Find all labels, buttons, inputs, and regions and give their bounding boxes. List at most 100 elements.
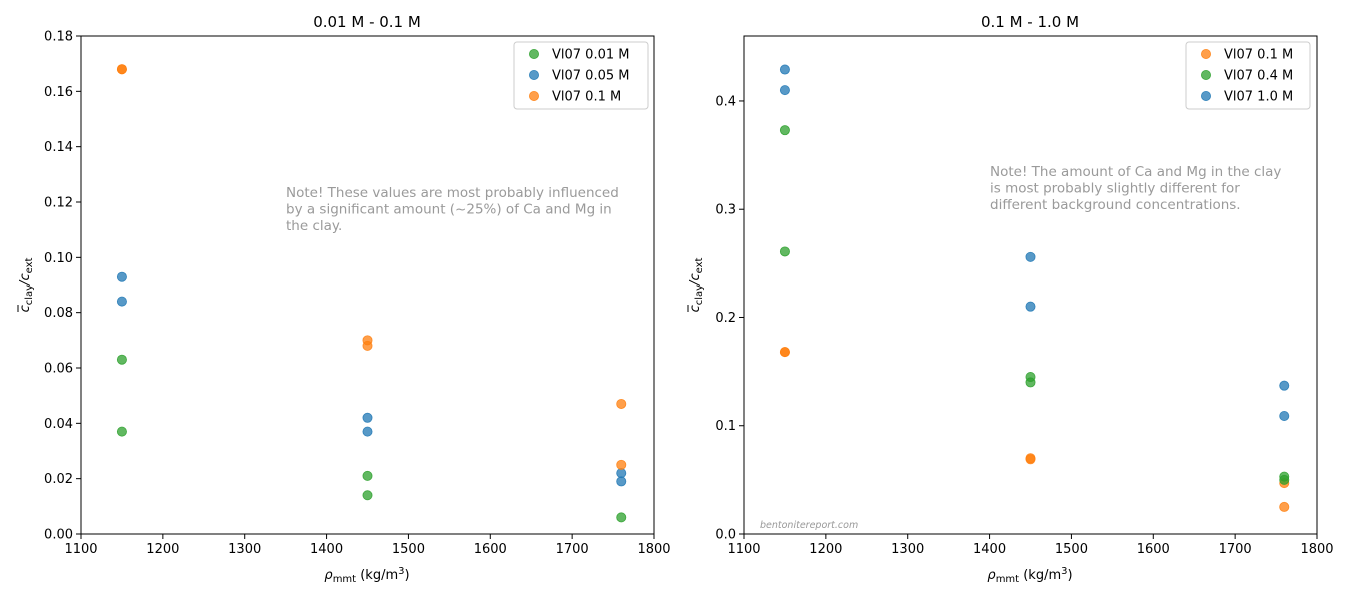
right-x-tick-label: 1600: [1137, 542, 1170, 557]
right-scatter-point: [779, 85, 790, 96]
watermark-text: bentonitereport.com: [760, 520, 858, 531]
right-legend-label: Vl07 0.4 M: [1224, 69, 1293, 84]
right-chart-legend: Vl07 0.1 M Vl07 0.4 M Vl07 1.0 M: [1185, 41, 1311, 110]
right-legend-marker: [1201, 91, 1212, 102]
left-legend-marker: [529, 49, 540, 60]
right-scatter-point: [1279, 501, 1290, 512]
right-scatter-point: [1025, 301, 1036, 312]
left-scatter-point: [116, 426, 127, 437]
left-scatter-point: [616, 468, 627, 479]
left-chart-axes: 1100 1200 1300 1400 1500 1600 1700 1800 0.00 0.02…: [44, 30, 671, 558]
right-y-tick-label: 0.1: [715, 419, 736, 434]
left-y-tick-label: 0.00: [44, 528, 73, 543]
right-x-tick-label: 1700: [1219, 542, 1252, 557]
left-chart-points: [116, 64, 627, 523]
right-chart-points: [779, 64, 1290, 512]
right-x-axis-label: ρmmt (kg/m3): [987, 566, 1072, 585]
left-x-tick-label: 1400: [310, 542, 343, 557]
left-scatter-point: [362, 412, 373, 423]
left-y-tick-label: 0.06: [44, 362, 73, 377]
left-scatter-point: [616, 512, 627, 523]
right-scatter-point: [779, 64, 790, 75]
right-note-line: different background concentrations.: [990, 197, 1241, 213]
left-note-line: by a significant amount (~25%) of Ca and…: [286, 202, 612, 218]
left-scatter-point: [116, 271, 127, 282]
right-legend-label: Vl07 1.0 M: [1224, 90, 1293, 105]
left-x-tick-label: 1500: [392, 542, 425, 557]
left-x-tick-label: 1800: [637, 542, 670, 557]
left-y-tick-label: 0.10: [44, 251, 73, 266]
left-y-tick-label: 0.12: [44, 196, 73, 211]
left-scatter-point: [116, 296, 127, 307]
left-scatter-point: [362, 340, 373, 351]
right-y-tick-label: 0.2: [715, 311, 736, 326]
right-scatter-point: [1025, 454, 1036, 465]
left-y-tick-label: 0.14: [44, 140, 73, 155]
right-x-tick-label: 1200: [809, 542, 842, 557]
left-y-tick-label: 0.02: [44, 472, 73, 487]
left-note-line: the clay.: [286, 218, 342, 234]
left-legend-label: Vl07 0.05 M: [552, 69, 629, 84]
left-y-axis-label: cclay/cext: [17, 258, 35, 313]
right-y-tick-label: 0.3: [715, 203, 736, 218]
left-scatter-point: [616, 476, 627, 487]
left-scatter-point: [362, 426, 373, 437]
right-scatter-point: [1025, 251, 1036, 262]
svg-text:cclay/cext: cclay/cext: [688, 258, 705, 313]
right-legend-box: [1185, 41, 1311, 110]
right-scatter-point: [779, 347, 790, 358]
left-chart-note: Note! These values are most probably inf…: [286, 185, 619, 234]
left-scatter-point: [616, 398, 627, 409]
left-y-tick-label: 0.16: [44, 85, 73, 100]
right-scatter-point: [1279, 474, 1290, 485]
left-chart-title: 0.01 M - 0.1 M: [313, 13, 421, 31]
left-x-axis-label: ρmmt (kg/m3): [324, 566, 409, 585]
left-x-tick-label: 1600: [474, 542, 507, 557]
right-y-tick-label: 0.0: [715, 528, 736, 543]
right-y-tick-label: 0.4: [715, 94, 736, 109]
left-x-tick-label: 1100: [64, 542, 97, 557]
left-legend-label: Vl07 0.1 M: [552, 90, 621, 105]
left-chart-legend: Vl07 0.01 M Vl07 0.05 M Vl07 0.1 M: [513, 41, 649, 110]
right-x-tick-label: 1100: [727, 542, 760, 557]
right-legend-label: Vl07 0.1 M: [1224, 48, 1293, 63]
right-x-tick-label: 1500: [1055, 542, 1088, 557]
left-legend-marker: [529, 70, 540, 81]
right-scatter-point: [1279, 410, 1290, 421]
left-x-tick-label: 1200: [146, 542, 179, 557]
right-chart-axes: 1100 1200 1300 1400 1500 1600 1700 1800 0.0 0.1 0.…: [715, 94, 1333, 557]
right-legend-marker: [1201, 70, 1212, 81]
right-x-tick-label: 1800: [1300, 542, 1333, 557]
left-x-tick-label: 1700: [556, 542, 589, 557]
right-chart: 0.1 M - 1.0 M 1100 1200 1300 1400 1500 1600 17…: [687, 13, 1334, 585]
left-note-line: Note! These values are most probably inf…: [286, 185, 619, 201]
right-scatter-point: [1279, 380, 1290, 391]
left-legend-label: Vl07 0.01 M: [552, 48, 629, 63]
right-legend-marker: [1201, 49, 1212, 60]
right-scatter-point: [1025, 377, 1036, 388]
left-scatter-point: [362, 470, 373, 481]
right-scatter-point: [779, 125, 790, 136]
left-scatter-point: [116, 354, 127, 365]
right-note-line: Note! The amount of Ca and Mg in the cla…: [990, 164, 1281, 180]
right-scatter-point: [779, 246, 790, 257]
left-plot-frame: [80, 35, 655, 535]
svg-text:cclay/cext: cclay/cext: [18, 258, 35, 313]
right-x-tick-label: 1400: [973, 542, 1006, 557]
right-chart-title: 0.1 M - 1.0 M: [981, 13, 1079, 31]
left-chart: 0.01 M - 0.1 M 1100 1200 1300 1400 1500 1600 1…: [17, 13, 671, 585]
right-y-axis-label: cclay/cext: [687, 258, 705, 313]
left-x-tick-label: 1300: [228, 542, 261, 557]
left-scatter-point: [116, 64, 127, 75]
left-legend-box: [513, 41, 649, 110]
left-legend-marker: [529, 91, 540, 102]
left-y-tick-label: 0.08: [44, 306, 73, 321]
left-scatter-point: [616, 459, 627, 470]
right-x-tick-label: 1300: [891, 542, 924, 557]
right-chart-note: Note! The amount of Ca and Mg in the cla…: [990, 164, 1281, 213]
left-y-tick-label: 0.04: [44, 417, 73, 432]
left-y-tick-label: 0.18: [44, 30, 73, 45]
left-scatter-point: [362, 490, 373, 501]
right-plot-frame: [743, 35, 1318, 535]
